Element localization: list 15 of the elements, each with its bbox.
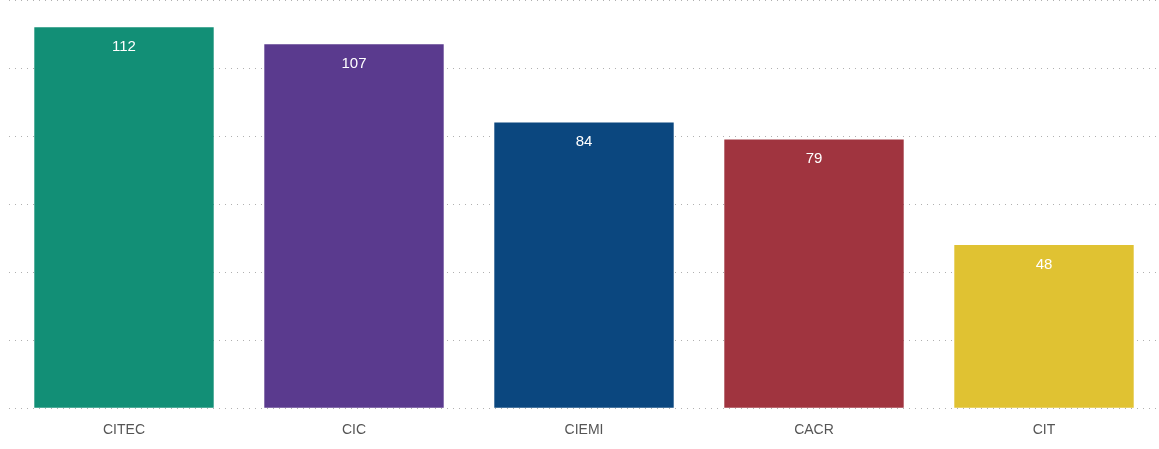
x-tick-label: CITEC	[103, 421, 145, 438]
data-label: 48	[1035, 254, 1053, 272]
bar	[494, 122, 674, 408]
data-label: 107	[341, 53, 367, 71]
x-tick-label: CACR	[794, 421, 834, 438]
x-tick-label: CIC	[341, 421, 367, 438]
bar	[954, 244, 1134, 408]
data-label: 79	[805, 149, 823, 167]
x-tick-label: CIEMI	[564, 421, 604, 438]
data-label: 112	[112, 36, 136, 54]
x-tick-label: CIT	[1032, 421, 1056, 438]
data-label: 84	[575, 132, 593, 150]
bar	[724, 139, 904, 408]
bar	[34, 27, 214, 408]
bar	[264, 44, 444, 408]
